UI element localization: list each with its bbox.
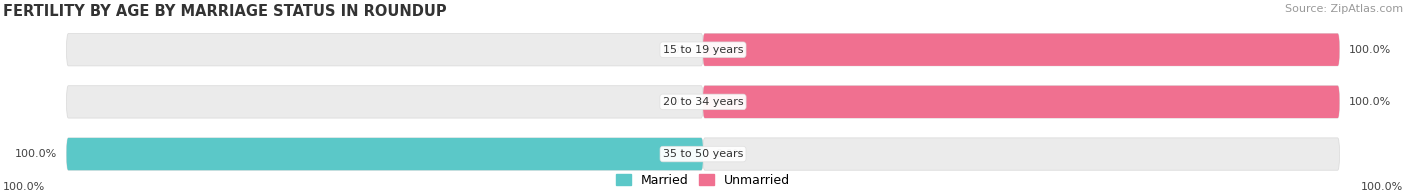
Text: 100.0%: 100.0% [1348,45,1391,55]
Text: 15 to 19 years: 15 to 19 years [662,45,744,55]
Text: 0.0%: 0.0% [662,45,690,55]
Text: 100.0%: 100.0% [1348,97,1391,107]
FancyBboxPatch shape [703,34,1340,66]
FancyBboxPatch shape [66,138,703,170]
FancyBboxPatch shape [703,86,1340,118]
Text: 0.0%: 0.0% [716,149,744,159]
FancyBboxPatch shape [66,34,703,66]
FancyBboxPatch shape [703,34,1340,66]
Text: 100.0%: 100.0% [1361,182,1403,192]
Text: 20 to 34 years: 20 to 34 years [662,97,744,107]
FancyBboxPatch shape [66,86,703,118]
FancyBboxPatch shape [703,86,1340,118]
Text: 0.0%: 0.0% [662,97,690,107]
Text: 35 to 50 years: 35 to 50 years [662,149,744,159]
Text: Source: ZipAtlas.com: Source: ZipAtlas.com [1285,4,1403,14]
Text: FERTILITY BY AGE BY MARRIAGE STATUS IN ROUNDUP: FERTILITY BY AGE BY MARRIAGE STATUS IN R… [3,4,447,19]
FancyBboxPatch shape [703,138,1340,170]
Legend: Married, Unmarried: Married, Unmarried [616,174,790,187]
Text: 100.0%: 100.0% [15,149,58,159]
FancyBboxPatch shape [66,138,703,170]
Text: 100.0%: 100.0% [3,182,45,192]
